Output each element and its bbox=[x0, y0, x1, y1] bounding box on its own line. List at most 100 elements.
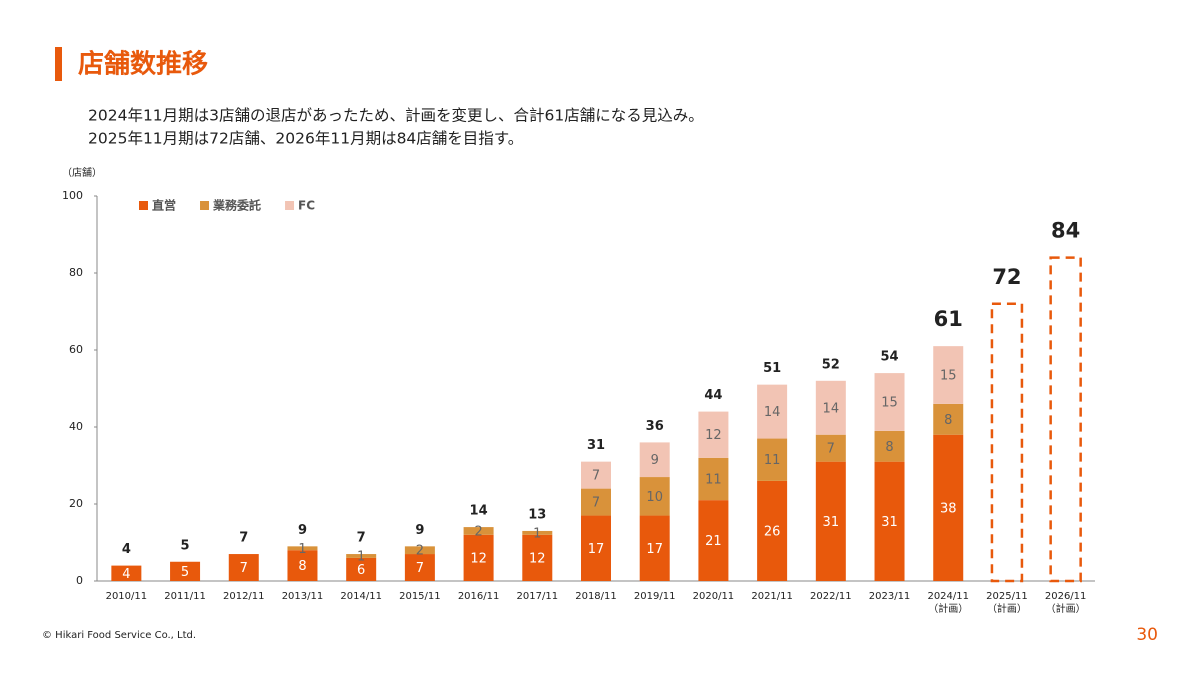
segment-label: 8 bbox=[885, 440, 893, 455]
x-tick-label: 2014/11 bbox=[340, 591, 382, 602]
segment-label: 12 bbox=[470, 551, 487, 566]
y-tick-label: 80 bbox=[69, 266, 83, 279]
segment-label: 21 bbox=[705, 534, 722, 549]
segment-label: 11 bbox=[764, 453, 781, 468]
total-label: 72 bbox=[992, 265, 1021, 289]
x-tick-label: 2010/11 bbox=[106, 591, 148, 602]
segment-label: 10 bbox=[646, 490, 663, 505]
total-label: 14 bbox=[470, 504, 488, 519]
title-accent bbox=[55, 47, 62, 81]
bar-segment bbox=[757, 438, 788, 481]
segment-label: 26 bbox=[764, 524, 781, 539]
total-label: 4 bbox=[122, 542, 131, 557]
segment-label: 14 bbox=[823, 401, 840, 416]
x-tick-label: 2011/11 bbox=[164, 591, 206, 602]
segment-label: 17 bbox=[646, 542, 663, 557]
segment-label: 7 bbox=[592, 496, 600, 511]
segment-label: 4 bbox=[122, 567, 130, 582]
y-tick-label: 20 bbox=[69, 497, 83, 510]
legend-swatch bbox=[285, 201, 295, 210]
legend-label: 業務委託 bbox=[212, 198, 261, 213]
x-tick-label: 2012/11 bbox=[223, 591, 265, 602]
copyright: © Hikari Food Service Co., Ltd. bbox=[42, 630, 196, 641]
x-tick-label: 2013/11 bbox=[282, 591, 324, 602]
segment-label: 6 bbox=[357, 563, 365, 578]
total-label: 31 bbox=[587, 438, 605, 453]
y-tick-label: 0 bbox=[76, 574, 83, 587]
bar-segment bbox=[581, 461, 611, 489]
segment-label: 11 bbox=[705, 472, 722, 487]
total-label: 36 bbox=[646, 419, 664, 434]
bar-segment bbox=[287, 546, 318, 551]
plan-bar bbox=[990, 302, 1024, 583]
segment-label: 2 bbox=[474, 524, 482, 539]
page-number: 30 bbox=[1136, 625, 1158, 645]
x-tick-label: 2021/11 bbox=[751, 591, 793, 602]
plan-bar bbox=[1049, 256, 1082, 583]
x-tick-label: 2015/11 bbox=[399, 591, 441, 602]
total-label: 44 bbox=[704, 388, 722, 403]
bar-segment bbox=[346, 554, 377, 558]
segment-label: 1 bbox=[533, 526, 541, 541]
bar-segment bbox=[639, 442, 670, 478]
total-label: 9 bbox=[298, 523, 307, 538]
y-tick-label: 100 bbox=[62, 189, 83, 202]
bar-segment bbox=[933, 403, 964, 435]
segment-label: 12 bbox=[705, 428, 722, 443]
subtitle-line: 2025年11月期は72店舗、2026年11月期は84店舗を目指す。 bbox=[88, 130, 523, 148]
segment-label: 7 bbox=[416, 561, 424, 576]
x-tick-label: （計画） bbox=[987, 602, 1027, 615]
total-label: 84 bbox=[1051, 219, 1080, 243]
segment-label: 7 bbox=[592, 469, 600, 484]
x-tick-label: 2018/11 bbox=[575, 591, 617, 602]
y-tick-label: 40 bbox=[69, 420, 83, 433]
segment-label: 1 bbox=[357, 549, 365, 564]
bar-segment bbox=[933, 346, 964, 404]
x-tick-label: 2024/11 bbox=[927, 591, 969, 602]
x-tick-label: 2017/11 bbox=[517, 591, 559, 602]
bar-segment bbox=[698, 411, 729, 458]
x-tick-label: 2025/11 bbox=[986, 591, 1028, 602]
bar-segment bbox=[698, 457, 729, 501]
bar-segment bbox=[639, 477, 670, 516]
bar-segment bbox=[522, 534, 553, 581]
segment-label: 1 bbox=[298, 542, 306, 557]
total-label: 54 bbox=[880, 350, 898, 365]
legend-label: FC bbox=[298, 199, 315, 213]
y-axis-label: （店舗） bbox=[62, 166, 102, 179]
x-tick-label: 2022/11 bbox=[810, 591, 852, 602]
slide-title: 店舗数推移 bbox=[78, 50, 208, 80]
total-label: 9 bbox=[415, 523, 424, 538]
x-tick-label: 2020/11 bbox=[693, 591, 735, 602]
segment-label: 7 bbox=[827, 442, 835, 457]
bar-segment bbox=[874, 373, 905, 431]
bar-segment bbox=[874, 461, 905, 581]
bar-segment bbox=[757, 384, 788, 439]
segment-label: 8 bbox=[298, 559, 306, 574]
x-tick-label: 2019/11 bbox=[634, 591, 676, 602]
bar-segment bbox=[228, 554, 259, 581]
x-tick-label: 2026/11 bbox=[1045, 591, 1087, 602]
legend-label: 直営 bbox=[152, 198, 176, 213]
bar-segment bbox=[111, 565, 142, 581]
bar-segment bbox=[874, 430, 905, 462]
bar-segment bbox=[404, 546, 435, 555]
x-tick-label: （計画） bbox=[928, 602, 968, 615]
bar-segment bbox=[815, 434, 846, 462]
segment-label: 2 bbox=[416, 544, 424, 559]
bar-segment bbox=[698, 500, 729, 581]
bar-segment bbox=[815, 380, 846, 435]
bar-segment bbox=[170, 561, 201, 581]
total-label: 7 bbox=[357, 531, 366, 546]
x-tick-label: （計画） bbox=[1046, 602, 1086, 615]
segment-label: 7 bbox=[240, 561, 248, 576]
bar-segment bbox=[463, 534, 494, 581]
legend-swatch bbox=[200, 201, 210, 210]
segment-label: 5 bbox=[181, 565, 189, 580]
segment-label: 9 bbox=[651, 453, 659, 468]
bar-segment bbox=[522, 530, 553, 535]
segment-label: 31 bbox=[881, 515, 898, 530]
total-label: 13 bbox=[528, 507, 546, 522]
bar-segment bbox=[581, 515, 611, 581]
